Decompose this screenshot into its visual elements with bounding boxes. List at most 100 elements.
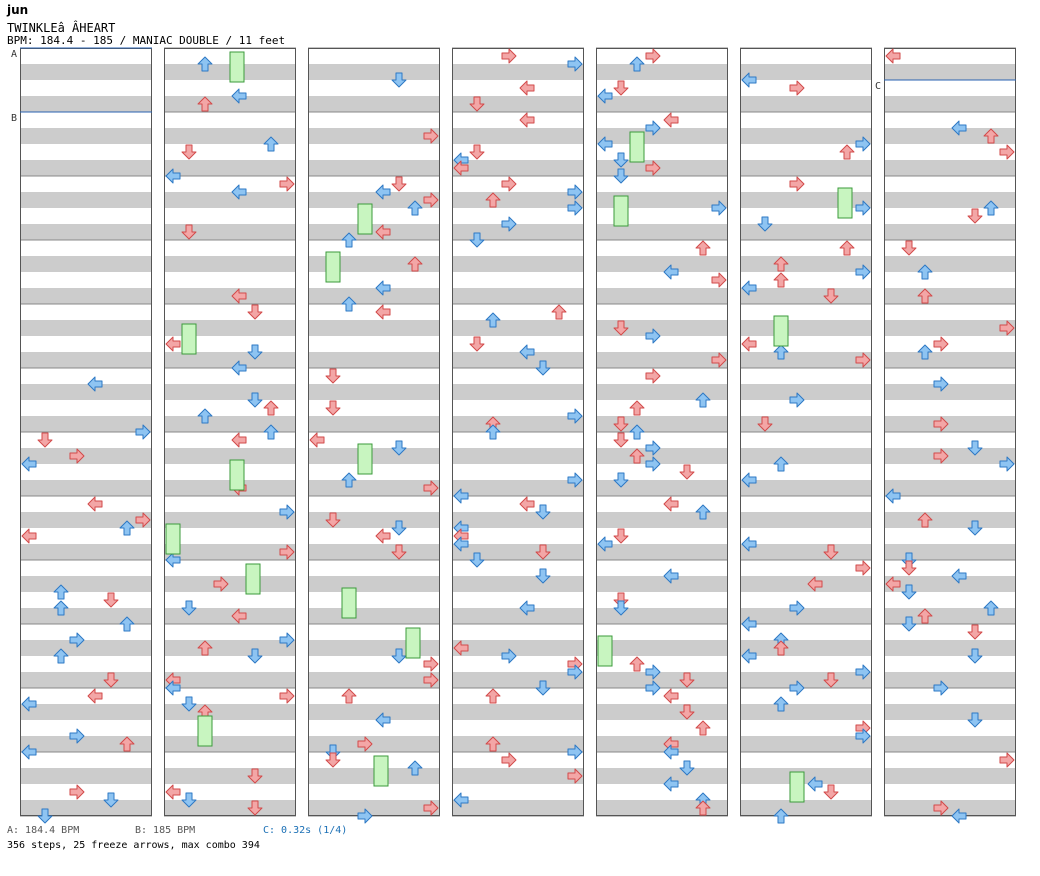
arrow-shape bbox=[119, 616, 135, 632]
arrow-shape bbox=[663, 496, 679, 512]
up-arrow-note bbox=[485, 424, 501, 440]
arrow-shape bbox=[423, 128, 439, 144]
arrow-shape bbox=[53, 584, 69, 600]
up-arrow-note bbox=[119, 736, 135, 752]
beat-stripe bbox=[596, 672, 728, 688]
up-arrow-note bbox=[407, 760, 423, 776]
right-arrow-note bbox=[567, 56, 583, 72]
beat-stripe bbox=[740, 640, 872, 656]
beat-stripe bbox=[596, 640, 728, 656]
beat-stripe bbox=[452, 800, 584, 816]
arrow-shape bbox=[485, 736, 501, 752]
arrow-shape bbox=[279, 504, 295, 520]
arrow-shape bbox=[645, 456, 661, 472]
beat-stripe bbox=[164, 160, 296, 176]
column-border bbox=[452, 48, 584, 816]
arrow-shape bbox=[645, 120, 661, 136]
beat-stripe bbox=[452, 320, 584, 336]
arrow-shape bbox=[469, 336, 485, 352]
freeze-arrow bbox=[229, 51, 245, 83]
arrow-shape bbox=[423, 192, 439, 208]
arrow-shape bbox=[103, 792, 119, 808]
arrow-shape bbox=[679, 760, 695, 776]
left-arrow-note bbox=[885, 488, 901, 504]
down-arrow-note bbox=[901, 584, 917, 600]
right-arrow-note bbox=[501, 648, 517, 664]
up-arrow-note bbox=[485, 192, 501, 208]
beat-stripe bbox=[164, 416, 296, 432]
right-arrow-note bbox=[279, 688, 295, 704]
beat-stripe bbox=[596, 192, 728, 208]
arrow-shape bbox=[839, 144, 855, 160]
beat-stripe bbox=[164, 544, 296, 560]
arrow-shape bbox=[247, 392, 263, 408]
arrow-shape bbox=[741, 472, 757, 488]
up-arrow-note bbox=[695, 720, 711, 736]
right-arrow-note bbox=[789, 80, 805, 96]
arrow-shape bbox=[629, 656, 645, 672]
left-arrow-note bbox=[597, 88, 613, 104]
arrow-shape bbox=[933, 448, 949, 464]
arrow-shape bbox=[855, 560, 871, 576]
arrow-shape bbox=[757, 216, 773, 232]
right-arrow-note bbox=[645, 440, 661, 456]
arrow-shape bbox=[535, 544, 551, 560]
left-arrow-note bbox=[165, 168, 181, 184]
beat-stripe bbox=[740, 768, 872, 784]
arrow-shape bbox=[375, 280, 391, 296]
down-arrow-note bbox=[535, 544, 551, 560]
down-arrow-note bbox=[823, 672, 839, 688]
arrow-shape bbox=[597, 88, 613, 104]
arrow-shape bbox=[629, 56, 645, 72]
beat-stripe bbox=[596, 224, 728, 240]
down-arrow-note bbox=[391, 648, 407, 664]
arrow-shape bbox=[501, 648, 517, 664]
arrow-shape bbox=[885, 48, 901, 64]
left-arrow-note bbox=[375, 712, 391, 728]
arrow-shape bbox=[423, 480, 439, 496]
arrow-shape bbox=[453, 488, 469, 504]
arrow-shape bbox=[613, 416, 629, 432]
left-arrow-note bbox=[21, 744, 37, 760]
up-arrow-note bbox=[197, 96, 213, 112]
arrow-shape bbox=[901, 584, 917, 600]
down-arrow-note bbox=[967, 440, 983, 456]
arrow-shape bbox=[917, 288, 933, 304]
arrow-shape bbox=[983, 200, 999, 216]
beat-stripe bbox=[452, 256, 584, 272]
left-arrow-note bbox=[663, 568, 679, 584]
right-arrow-note bbox=[855, 560, 871, 576]
up-arrow-note bbox=[695, 504, 711, 520]
right-arrow-note bbox=[69, 448, 85, 464]
right-arrow-note bbox=[645, 664, 661, 680]
left-arrow-note bbox=[663, 264, 679, 280]
arrow-shape bbox=[501, 216, 517, 232]
down-arrow-note bbox=[967, 648, 983, 664]
beat-stripe bbox=[596, 416, 728, 432]
beat-stripe bbox=[884, 192, 1016, 208]
arrow-shape bbox=[325, 400, 341, 416]
down-arrow-note bbox=[613, 152, 629, 168]
right-arrow-note bbox=[645, 160, 661, 176]
arrow-shape bbox=[519, 80, 535, 96]
beat-stripe bbox=[740, 512, 872, 528]
up-arrow-note bbox=[695, 392, 711, 408]
beat-stripe bbox=[308, 320, 440, 336]
arrow-shape bbox=[917, 512, 933, 528]
beat-stripe bbox=[596, 64, 728, 80]
arrow-shape bbox=[967, 712, 983, 728]
up-arrow-note bbox=[773, 272, 789, 288]
right-arrow-note bbox=[933, 336, 949, 352]
up-arrow-note bbox=[917, 608, 933, 624]
arrow-shape bbox=[741, 648, 757, 664]
arrow-shape bbox=[135, 424, 151, 440]
arrow-shape bbox=[263, 400, 279, 416]
arrow-shape bbox=[789, 392, 805, 408]
beat-stripe bbox=[308, 608, 440, 624]
down-arrow-note bbox=[613, 168, 629, 184]
beat-stripe bbox=[308, 256, 440, 272]
left-arrow-note bbox=[21, 456, 37, 472]
arrow-shape bbox=[279, 688, 295, 704]
left-arrow-note bbox=[519, 344, 535, 360]
left-arrow-note bbox=[885, 576, 901, 592]
